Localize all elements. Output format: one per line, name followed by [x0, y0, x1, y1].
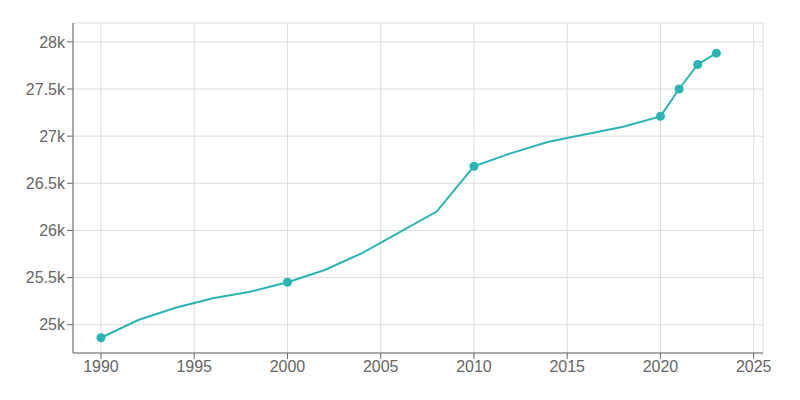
svg-text:27.5k: 27.5k: [26, 81, 66, 98]
svg-text:2005: 2005: [363, 358, 399, 375]
svg-text:2000: 2000: [270, 358, 306, 375]
svg-text:2020: 2020: [643, 358, 679, 375]
svg-text:25k: 25k: [39, 316, 66, 333]
svg-text:2015: 2015: [549, 358, 585, 375]
svg-text:27k: 27k: [39, 128, 66, 145]
svg-text:2025: 2025: [736, 358, 772, 375]
svg-text:26k: 26k: [39, 222, 66, 239]
svg-text:1995: 1995: [176, 358, 212, 375]
svg-text:1990: 1990: [83, 358, 119, 375]
svg-text:28k: 28k: [39, 34, 66, 51]
svg-text:26.5k: 26.5k: [26, 175, 66, 192]
svg-text:25.5k: 25.5k: [26, 269, 66, 286]
svg-text:2010: 2010: [456, 358, 492, 375]
